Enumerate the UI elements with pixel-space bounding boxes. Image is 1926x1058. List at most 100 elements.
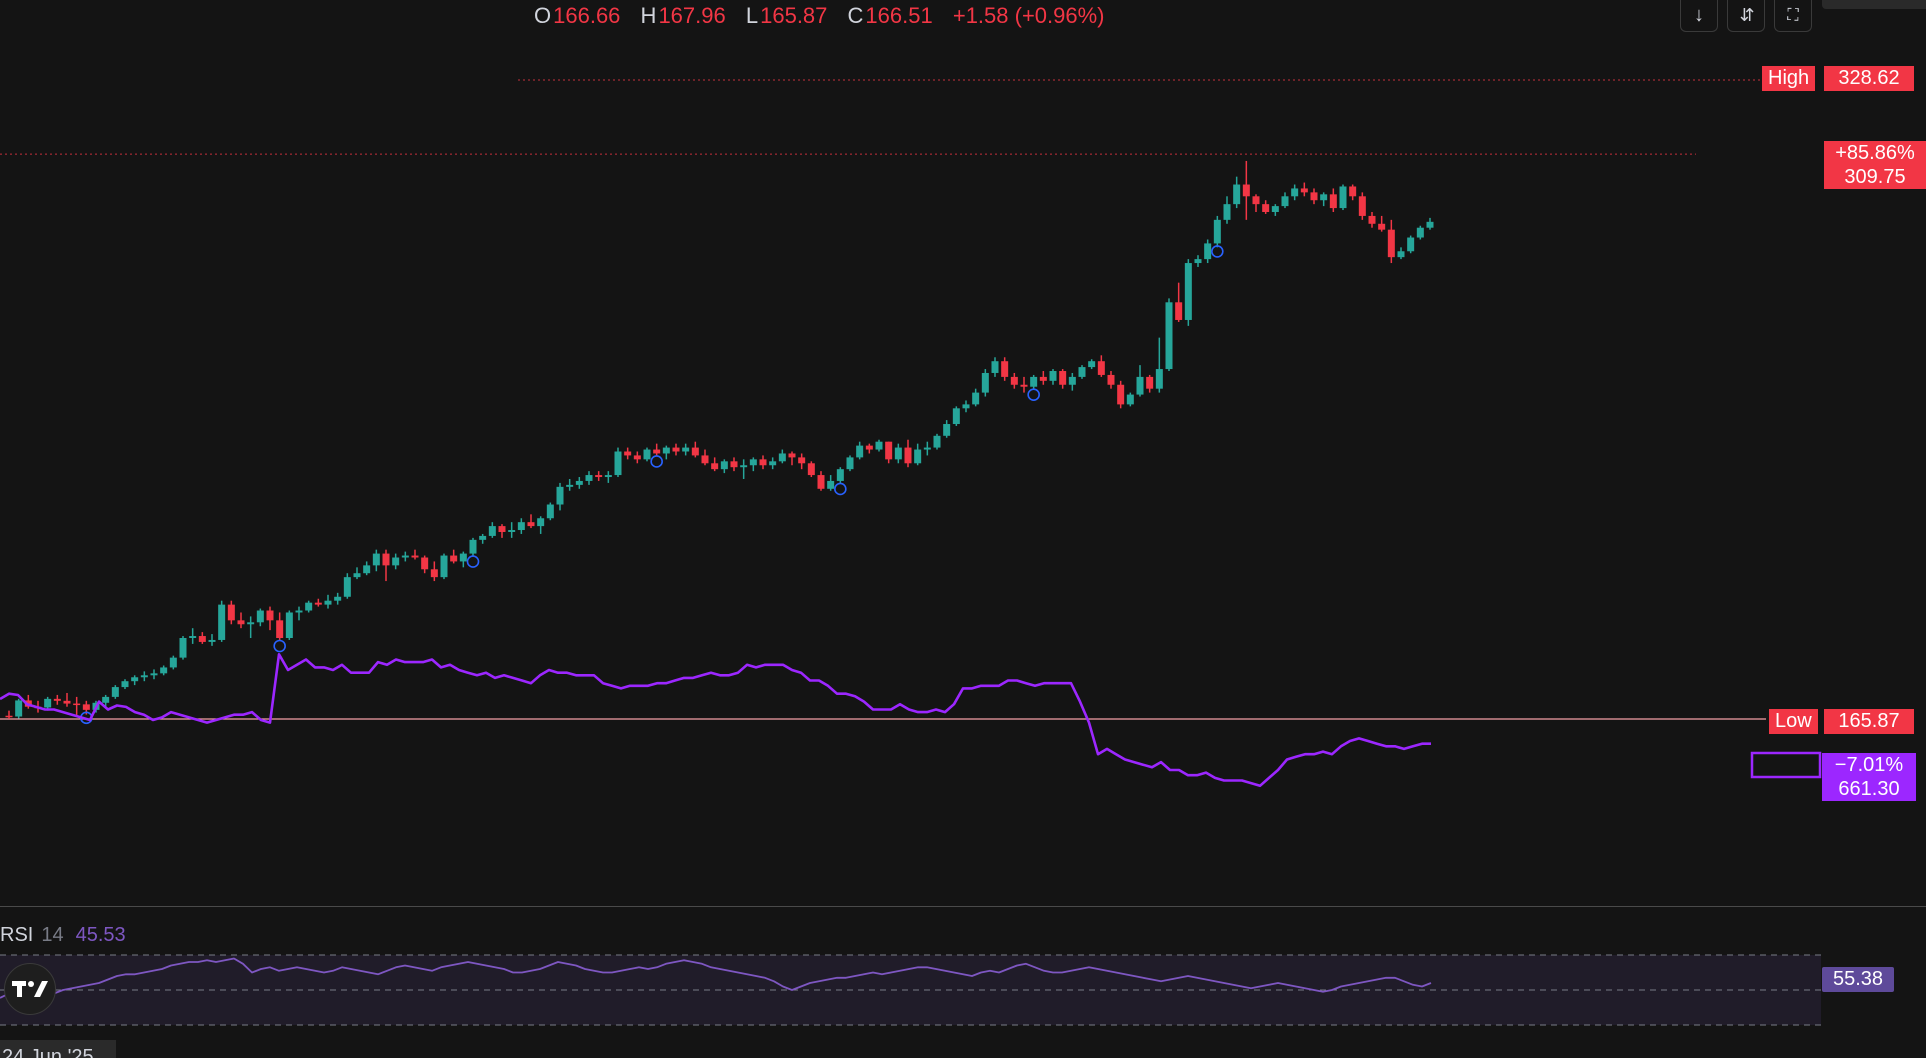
candle-body — [430, 569, 438, 578]
candle-body — [160, 667, 168, 674]
candle-body — [633, 455, 641, 460]
candle-body — [604, 475, 612, 478]
candle-body — [256, 610, 264, 623]
candle-body — [1126, 394, 1134, 405]
candle-body — [1165, 302, 1173, 370]
compare-marker-box — [1750, 751, 1822, 779]
candle-body — [1194, 259, 1202, 264]
candle-body — [382, 553, 390, 566]
rsi-band — [0, 955, 1821, 1025]
open-label: O — [534, 3, 552, 28]
compare-series-line — [0, 653, 1431, 788]
candle-body — [1329, 194, 1337, 209]
candle-body — [508, 530, 516, 532]
event-marker — [650, 455, 663, 468]
candle-body — [720, 461, 728, 470]
candle-body — [198, 636, 206, 642]
candle-body — [943, 424, 951, 436]
high-value-tag: 328.62 — [1824, 66, 1914, 91]
candle-body — [662, 447, 670, 454]
close-value: 166.51 — [865, 3, 933, 28]
candle-body — [208, 639, 216, 642]
candle-body — [972, 392, 980, 405]
candle-body — [450, 555, 458, 562]
candle-body — [566, 484, 574, 487]
candle-body — [1010, 376, 1018, 385]
candle-body — [672, 447, 680, 452]
candle-body — [740, 465, 748, 468]
candle-body — [1059, 371, 1067, 385]
fullscreen-button[interactable]: ⛶ — [1774, 0, 1812, 32]
candle-body — [624, 451, 632, 456]
candle-body — [1107, 374, 1115, 385]
candle-body — [392, 557, 400, 566]
high-label: H — [640, 3, 657, 28]
candle-body — [1387, 229, 1395, 258]
candle-body — [305, 602, 313, 611]
rsi-value: 45.53 — [75, 924, 126, 946]
candle-body — [1271, 206, 1279, 213]
candle-body — [372, 553, 380, 566]
candle-body — [266, 610, 274, 621]
rsi-legend[interactable]: RSI 14 45.53 — [0, 924, 126, 947]
scroll-down-button[interactable]: ↓ — [1680, 0, 1718, 32]
candle-body — [923, 447, 931, 450]
candle-body — [933, 435, 941, 448]
candle-body — [653, 449, 661, 454]
candle-body — [1136, 376, 1144, 395]
candle-body — [1378, 223, 1386, 230]
candle-body — [856, 445, 864, 458]
candle-body — [227, 604, 235, 621]
candle-body — [1397, 251, 1405, 258]
candle-body — [1204, 243, 1212, 260]
candle-body — [44, 698, 52, 708]
candle-body — [276, 620, 284, 639]
candle-body — [836, 469, 844, 481]
date-label: 24 Jun '25 — [0, 1040, 116, 1058]
candle-body — [1291, 188, 1299, 197]
compare-value: 661.30 — [1838, 778, 1900, 800]
candle-body — [1078, 367, 1086, 377]
candle-body — [353, 573, 361, 578]
candle-body — [285, 612, 293, 639]
candle-body — [595, 475, 603, 478]
candle-body — [459, 553, 467, 562]
candle-body — [498, 526, 506, 532]
candle-body — [63, 700, 71, 704]
candle-body — [788, 453, 796, 458]
candle-body — [479, 535, 487, 540]
logo-mark — [12, 981, 48, 997]
candle-body — [401, 555, 409, 558]
tradingview-logo-icon[interactable] — [4, 963, 56, 1015]
candle-body — [237, 620, 245, 625]
rsi-value-tag: 55.38 — [1822, 967, 1894, 992]
candle-body — [1039, 376, 1047, 381]
candle-body — [846, 457, 854, 470]
candle-body — [1088, 361, 1096, 368]
candle-body — [1368, 215, 1376, 224]
candle-body — [759, 459, 767, 466]
candle-body — [1310, 192, 1318, 201]
candle-body — [701, 455, 709, 464]
current-value: 309.75 — [1844, 166, 1906, 188]
top-tab[interactable] — [1822, 0, 1926, 9]
candle-body — [817, 475, 825, 489]
candle-body — [1184, 263, 1192, 320]
candle-body — [73, 703, 81, 706]
candle-body — [247, 622, 255, 625]
high-label-tag: High — [1762, 66, 1816, 91]
candle-body — [778, 453, 786, 462]
candle-body — [1262, 204, 1270, 213]
candle-body — [730, 461, 738, 468]
collapse-button[interactable]: ⇵ — [1727, 0, 1765, 32]
candle-body — [885, 441, 893, 460]
candle-body — [82, 704, 90, 710]
candle-body — [585, 475, 593, 481]
arrow-down-icon: ↓ — [1694, 4, 1704, 26]
candle-body — [121, 681, 129, 688]
candle-body — [343, 577, 351, 597]
candle-body — [769, 461, 777, 466]
candle-body — [827, 480, 835, 489]
candle-body — [1281, 196, 1289, 207]
